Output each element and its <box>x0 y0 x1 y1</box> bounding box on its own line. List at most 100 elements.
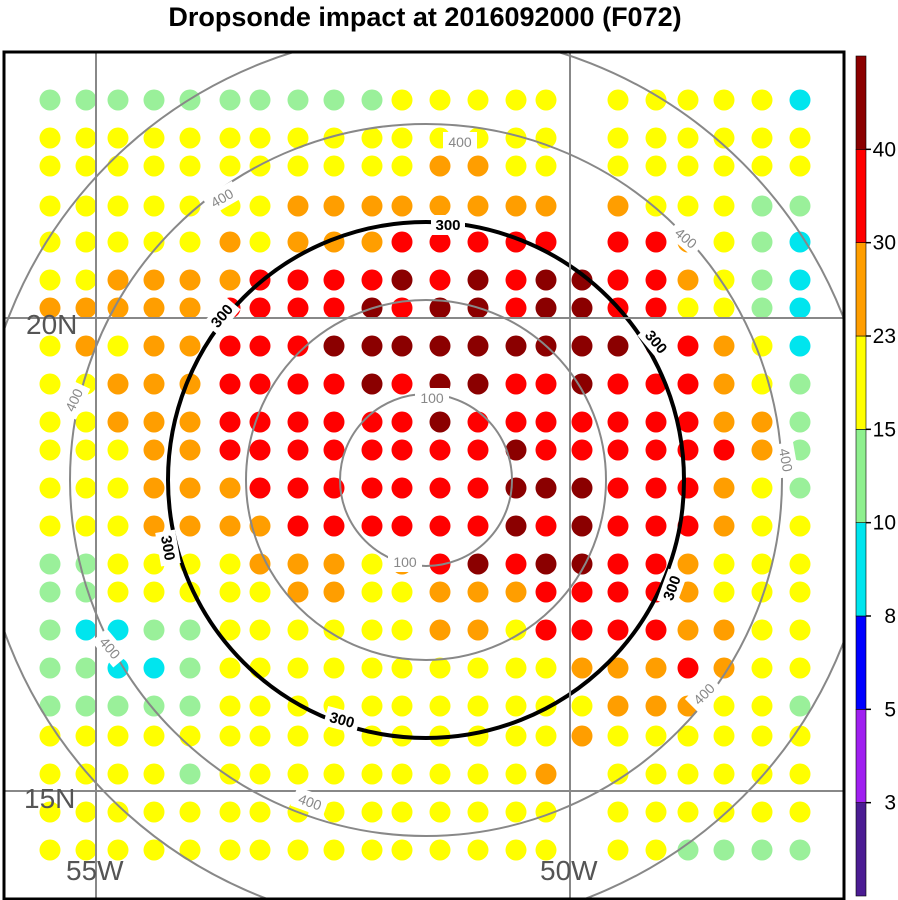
impact-dot <box>645 269 667 291</box>
impact-dot <box>677 269 699 291</box>
impact-dot <box>107 477 129 499</box>
impact-dot <box>39 155 61 177</box>
impact-dot <box>713 839 735 861</box>
impact-dot <box>645 619 667 641</box>
impact-dot <box>713 411 735 433</box>
impact-dot <box>467 155 489 177</box>
impact-dot <box>713 439 735 461</box>
impact-dot <box>361 373 383 395</box>
impact-dot <box>287 763 309 785</box>
impact-dot <box>713 619 735 641</box>
impact-dot <box>429 155 451 177</box>
impact-dot <box>607 195 629 217</box>
impact-dot <box>179 619 201 641</box>
impact-dot <box>179 335 201 357</box>
impact-dot <box>713 581 735 603</box>
impact-dot <box>219 155 241 177</box>
impact-dot <box>535 477 557 499</box>
impact-dot <box>571 657 593 679</box>
plot-frame <box>2 50 846 900</box>
impact-dot <box>467 839 489 861</box>
impact-dot <box>75 127 97 149</box>
impact-dot <box>751 155 773 177</box>
impact-dot <box>713 553 735 575</box>
impact-dot <box>751 297 773 319</box>
impact-dot <box>143 411 165 433</box>
impact-dot <box>429 619 451 641</box>
impact-dot <box>751 477 773 499</box>
impact-dot <box>751 411 773 433</box>
lat-lon-labels: 20N 15N 55W 50W <box>24 309 598 886</box>
range-ring-label-text: 300 <box>328 709 357 732</box>
impact-dot <box>323 515 345 537</box>
impact-dot <box>789 127 811 149</box>
impact-dot <box>429 89 451 111</box>
impact-dot <box>677 477 699 499</box>
impact-dot <box>713 231 735 253</box>
range-ring-label-text: 400 <box>776 447 796 473</box>
impact-dot <box>467 231 489 253</box>
impact-dot <box>249 695 271 717</box>
impact-dot <box>249 195 271 217</box>
impact-dot <box>751 581 773 603</box>
impact-dot <box>323 763 345 785</box>
impact-dot <box>391 801 413 823</box>
impact-dot <box>789 411 811 433</box>
impact-dot <box>713 515 735 537</box>
impact-dot <box>323 127 345 149</box>
impact-dot <box>107 89 129 111</box>
impact-dot <box>535 515 557 537</box>
range-ring-label-text: 400 <box>296 790 324 813</box>
lat-lon-gridlines <box>4 52 844 899</box>
impact-dot <box>323 155 345 177</box>
impact-dot <box>607 477 629 499</box>
impact-dot <box>505 657 527 679</box>
impact-dot <box>571 515 593 537</box>
impact-dot <box>713 725 735 747</box>
impact-dot <box>535 581 557 603</box>
impact-dot <box>645 89 667 111</box>
impact-dot <box>39 89 61 111</box>
impact-dot <box>429 581 451 603</box>
impact-dot <box>751 801 773 823</box>
impact-dot <box>249 763 271 785</box>
impact-dot <box>39 801 61 823</box>
impact-dot <box>751 515 773 537</box>
impact-dot <box>751 195 773 217</box>
impact-dot <box>535 763 557 785</box>
impact-dot <box>249 801 271 823</box>
impact-dot <box>713 477 735 499</box>
impact-dot <box>361 195 383 217</box>
impact-dot <box>287 127 309 149</box>
impact-dot <box>361 231 383 253</box>
range-ring-label: 100 <box>415 388 449 408</box>
impact-dot <box>107 725 129 747</box>
impact-dot <box>219 657 241 679</box>
impact-dot <box>391 477 413 499</box>
colorbar-tick-label: 5 <box>884 698 896 721</box>
impact-dot <box>249 89 271 111</box>
impact-dot <box>361 335 383 357</box>
impact-dot <box>287 439 309 461</box>
impact-dot <box>75 269 97 291</box>
impact-dot <box>323 801 345 823</box>
impact-dot <box>361 763 383 785</box>
impact-dot <box>391 439 413 461</box>
impact-dot <box>107 269 129 291</box>
impact-dot <box>75 411 97 433</box>
impact-dot <box>751 231 773 253</box>
impact-dot <box>391 155 413 177</box>
impact-dot <box>249 335 271 357</box>
range-ring <box>166 220 686 740</box>
range-ring-label: 400 <box>290 786 330 818</box>
impact-dot <box>323 619 345 641</box>
impact-dot <box>249 127 271 149</box>
impact-dot <box>505 763 527 785</box>
impact-dot <box>645 839 667 861</box>
impact-dot <box>467 373 489 395</box>
impact-dot <box>39 515 61 537</box>
impact-dot <box>391 657 413 679</box>
impact-dot <box>713 373 735 395</box>
impact-dot <box>467 581 489 603</box>
impact-dot <box>391 373 413 395</box>
